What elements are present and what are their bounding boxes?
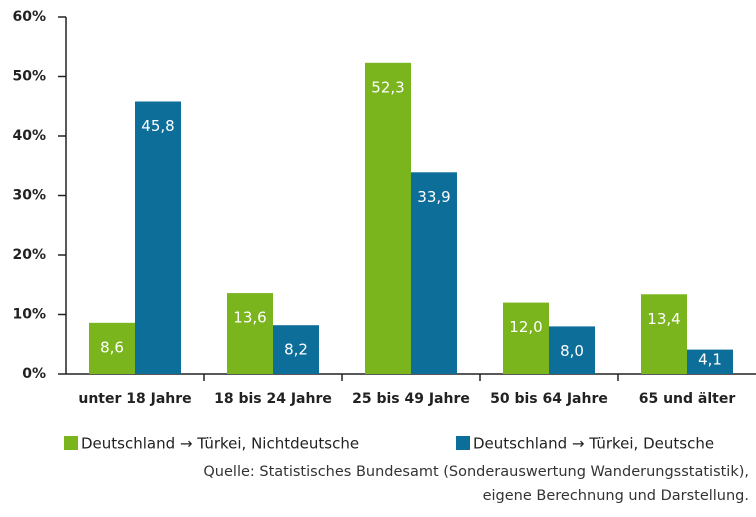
bar	[273, 325, 319, 374]
source: Quelle: Statistisches Bundesamt (Sondera…	[203, 464, 749, 480]
legend-swatch	[456, 436, 470, 450]
bar	[641, 294, 687, 374]
value-label: 8,0	[560, 342, 584, 360]
value-label: 8,6	[100, 338, 124, 356]
value-label: 33,9	[417, 188, 450, 206]
value-label: 4,1	[698, 351, 722, 369]
x-tick-label: 18 bis 24 Jahre	[214, 391, 332, 407]
x-tick-label: 50 bis 64 Jahre	[490, 391, 608, 407]
legend-label: Deutschland → Türkei, Nichtdeutsche	[81, 435, 359, 453]
bar	[503, 302, 549, 374]
legend-swatch	[64, 436, 78, 450]
x-tick-label: 25 bis 49 Jahre	[352, 391, 470, 407]
bar	[549, 326, 595, 374]
y-tick-label: 50%	[12, 69, 46, 85]
value-label: 8,2	[284, 341, 308, 359]
x-tick-label: unter 18 Jahre	[78, 391, 191, 407]
bar	[89, 322, 135, 374]
value-label: 45,8	[141, 117, 174, 135]
source: eigene Berechnung und Darstellung.	[483, 488, 749, 504]
y-tick-label: 30%	[12, 188, 46, 204]
bar	[227, 293, 273, 374]
x-tick-label: 65 und älter	[639, 391, 736, 407]
value-label: 52,3	[371, 78, 404, 96]
y-tick-label: 0%	[22, 366, 46, 382]
legend-label: Deutschland → Türkei, Deutsche	[473, 435, 714, 453]
bar	[687, 349, 733, 374]
value-label: 13,4	[647, 310, 680, 328]
y-tick-label: 10%	[12, 307, 46, 323]
value-label: 13,6	[233, 309, 266, 327]
bar	[365, 62, 411, 374]
y-tick-label: 20%	[12, 247, 46, 263]
bar	[411, 172, 457, 374]
value-label: 12,0	[509, 318, 542, 336]
bar	[135, 101, 181, 375]
y-tick-label: 40%	[12, 128, 46, 144]
y-tick-label: 60%	[12, 9, 46, 25]
